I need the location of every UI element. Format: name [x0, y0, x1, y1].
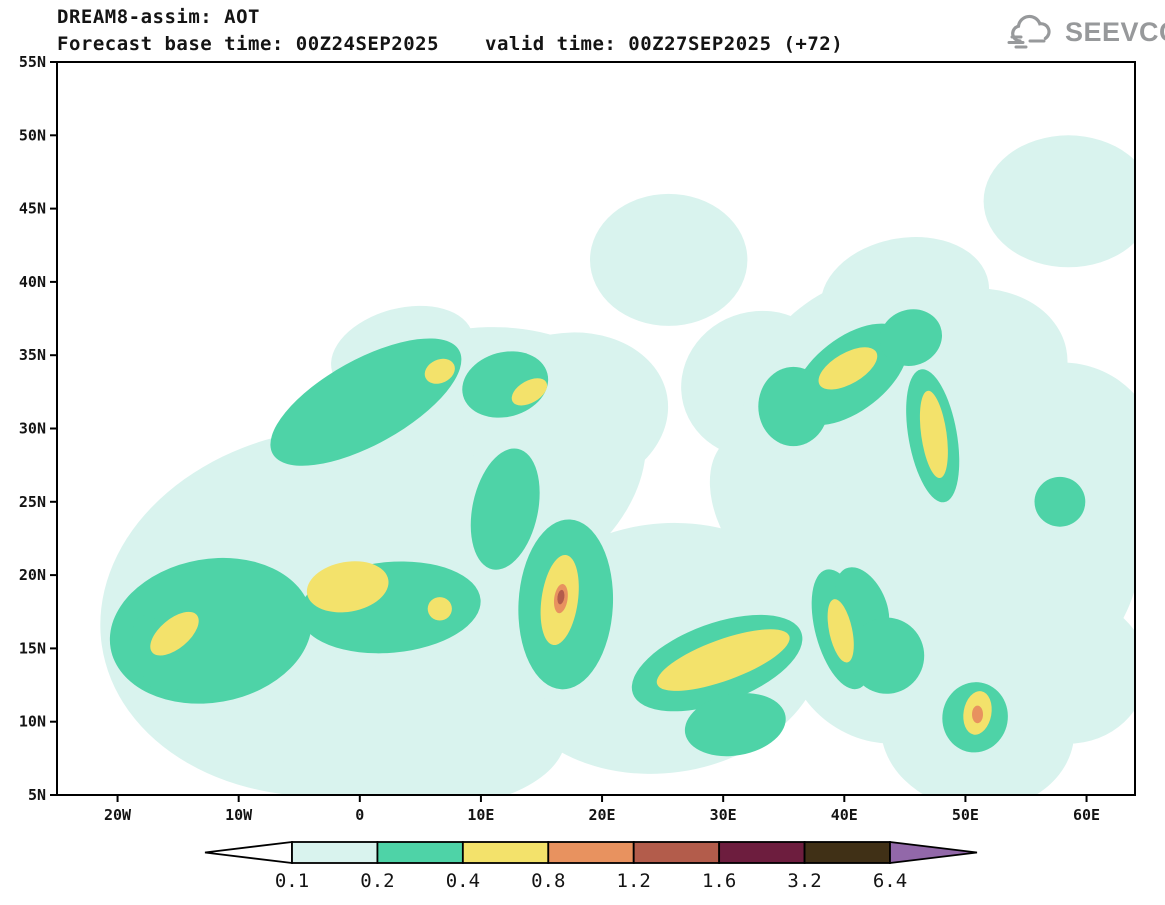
x-tick-label: 30E — [710, 806, 737, 824]
aot-region — [879, 309, 943, 366]
aot-region — [557, 589, 565, 605]
aot-region — [684, 693, 786, 757]
x-tick-label: 10E — [467, 806, 494, 824]
forecast-base-time: Forecast base time: 00Z24SEP2025 — [57, 33, 440, 55]
colorbar-band — [632, 841, 721, 864]
aot-region — [275, 663, 566, 795]
aot-region — [972, 705, 983, 724]
colorbar-level-label: 3.2 — [787, 870, 821, 892]
y-tick-label: 20N — [19, 566, 46, 584]
x-tick-label: 40E — [831, 806, 858, 824]
aot-region — [306, 561, 389, 613]
y-tick-label: 30N — [19, 420, 46, 438]
x-tick-label: 50E — [952, 806, 979, 824]
colorbar-level-label: 0.1 — [275, 870, 309, 892]
colorbar-band — [718, 841, 806, 864]
x-tick-label: 20W — [104, 806, 132, 824]
y-tick-label: 50N — [19, 126, 46, 144]
x-tick-label: 20E — [589, 806, 616, 824]
aot-region — [820, 237, 990, 357]
colorbar-band — [291, 841, 379, 864]
aot-region — [758, 366, 829, 447]
x-tick-label: 60E — [1073, 806, 1100, 824]
page-title: DREAM8-assim: AOT — [57, 6, 260, 28]
y-tick-label: 40N — [19, 273, 46, 291]
y-tick-label: 10N — [19, 713, 46, 731]
axis-ticks: 20W 10W 0 10E 20E 30E 40E 50E 60E 55N 50N 45N 40N 35N… — [19, 53, 1100, 824]
colorbar-band — [547, 841, 635, 864]
y-tick-label: 35N — [19, 346, 46, 364]
colorbar-band — [376, 841, 464, 864]
colorbar-level-label: 0.8 — [531, 870, 565, 892]
aot-region — [427, 597, 452, 621]
colorbar-band — [461, 841, 550, 864]
colorbar-below-arrow — [204, 840, 293, 865]
y-tick-label: 15N — [19, 639, 46, 657]
aot-region — [827, 599, 854, 663]
aot-region — [818, 347, 878, 390]
colorbar-legend: 0.1 0.2 0.4 0.8 1.2 1.6 3.2 6.4 — [204, 840, 978, 892]
aot-region — [1034, 476, 1086, 527]
x-tick-label: 10W — [225, 806, 253, 824]
colorbar-above-arrow — [889, 840, 978, 865]
colorbar-level-label: 1.6 — [702, 870, 736, 892]
colorbar-level-label: 6.4 — [873, 870, 907, 892]
map-svg: 20W 10W 0 10E 20E 30E 40E 50E 60E 55N 50N 45N 40N 35N… — [19, 53, 1136, 824]
aot-region — [590, 193, 748, 326]
aot-contour-field — [100, 135, 1135, 795]
aot-region — [150, 611, 199, 656]
aot-region — [983, 135, 1135, 268]
aot-region — [424, 358, 455, 384]
aot-region — [470, 448, 540, 570]
aot-region — [849, 617, 925, 694]
aot-region — [919, 390, 948, 479]
colorbar-level-label: 0.4 — [446, 870, 480, 892]
aot-region — [270, 338, 462, 466]
y-tick-label: 45N — [19, 200, 46, 218]
aot-region — [989, 597, 1135, 744]
cloud-icon — [1007, 14, 1051, 49]
valid-time: valid time: 00Z27SEP2025 (+72) — [485, 33, 844, 55]
aot-region — [656, 629, 790, 691]
y-tick-label: 55N — [19, 53, 46, 71]
aot-region — [511, 378, 548, 406]
colorbar-level-label: 1.2 — [617, 870, 651, 892]
aot-region — [965, 362, 1135, 554]
x-tick-label: 0 — [355, 806, 364, 824]
y-tick-label: 25N — [19, 493, 46, 511]
aot-region — [709, 431, 858, 602]
y-tick-label: 5N — [28, 786, 46, 804]
colorbar-band — [803, 841, 891, 864]
logo-text: SEEVCCC — [1065, 16, 1165, 47]
seevccc-logo: SEEVCCC — [1006, 14, 1165, 50]
colorbar-level-label: 0.2 — [360, 870, 394, 892]
